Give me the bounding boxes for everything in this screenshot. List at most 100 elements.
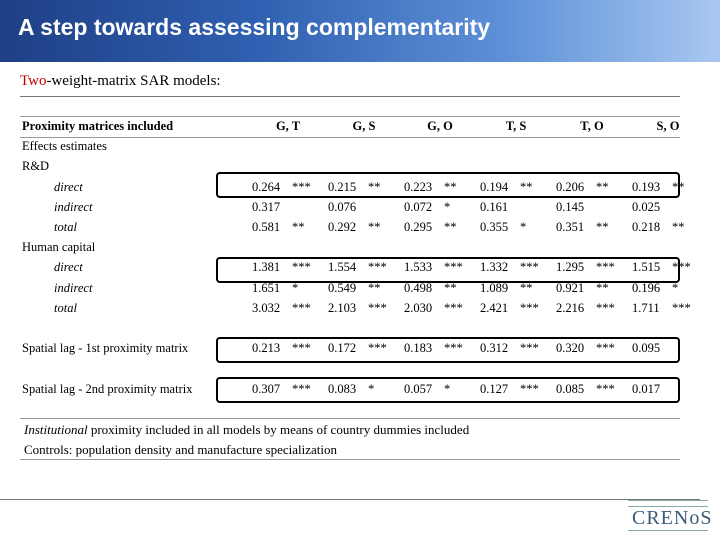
cell-value: 0.320 <box>556 341 585 356</box>
cell-value: 3.032 <box>252 300 281 315</box>
slide-title: A step towards assessing complementarity <box>18 14 491 40</box>
cell-significance: *** <box>596 341 615 356</box>
cell-value: 0.317 <box>252 199 281 214</box>
cell-value: 0.581 <box>252 220 281 235</box>
cell-value: 0.072 <box>404 199 433 214</box>
highlight-box-rd-direct <box>216 172 680 198</box>
cell-significance: ** <box>368 220 381 235</box>
cell-empty <box>368 318 402 338</box>
cell-empty <box>368 237 402 257</box>
cell-value: 0.196 <box>632 280 661 295</box>
cell-empty <box>444 237 478 257</box>
cell-value: 0.127 <box>480 381 509 396</box>
cell-empty <box>672 318 706 338</box>
row-label: indirect <box>54 199 93 214</box>
table-row: Human capital <box>22 237 706 257</box>
cell-significance: *** <box>520 341 539 356</box>
table-bottom-rule <box>20 418 680 419</box>
cell-empty <box>444 318 478 338</box>
cell-empty <box>326 318 368 338</box>
cell-empty <box>554 136 596 156</box>
cell-significance: *** <box>444 300 463 315</box>
cell-significance: *** <box>292 300 311 315</box>
cell-empty <box>672 237 706 257</box>
highlight-box-hc-direct <box>216 257 680 283</box>
cell-empty <box>250 237 292 257</box>
cell-significance: * <box>368 381 375 396</box>
table-row: direct 1.381 *** 1.554 *** 1.533 *** 1.332 *** 1.… <box>22 257 706 277</box>
cell-value: 0.161 <box>480 199 509 214</box>
cell-value: 0.218 <box>632 220 661 235</box>
table-row: Spatial lag - 2nd proximity matrix 0.307 *… <box>22 379 706 399</box>
cell-significance: *** <box>520 300 539 315</box>
cell-value: 2.103 <box>328 300 357 315</box>
cell-value: 0.213 <box>252 341 281 356</box>
cell-empty <box>596 318 630 338</box>
cell-significance: *** <box>292 341 311 356</box>
note-institutional-rest: proximity included in all models by mean… <box>87 422 470 437</box>
cell-value: 0.264 <box>252 179 281 194</box>
header-label: Proximity matrices included <box>22 119 174 133</box>
cell-significance: ** <box>444 220 457 235</box>
cell-value: 0.549 <box>328 280 357 295</box>
cell-value: 0.193 <box>632 179 661 194</box>
highlight-box-spatial-lag-1 <box>216 337 680 363</box>
subtitle-highlight: Two <box>20 73 47 89</box>
cell-empty <box>368 136 402 156</box>
table-row: direct 0.264 *** 0.215 ** 0.223 ** 0.194 ** 0.206… <box>22 177 706 197</box>
cell-empty <box>402 136 444 156</box>
row-label: R&D <box>22 159 50 174</box>
row-label: Spatial lag - 1st proximity matrix <box>22 341 189 356</box>
cell-significance: ** <box>368 280 381 295</box>
row-label: direct <box>54 260 83 275</box>
cell-empty <box>250 318 292 338</box>
row-label: total <box>54 220 77 235</box>
table-row: total 3.032 *** 2.103 *** 2.030 *** 2.421 *** 2.2… <box>22 298 706 318</box>
table-row: indirect 1.651 * 0.549 ** 0.498 ** 1.089 ** 0.921… <box>22 278 706 298</box>
cell-significance: * <box>292 280 299 295</box>
cell-empty <box>402 318 444 338</box>
cell-significance: *** <box>672 260 691 275</box>
cell-value: 0.921 <box>556 280 585 295</box>
cell-significance: ** <box>596 220 609 235</box>
row-label <box>22 358 250 378</box>
cell-significance: * <box>672 280 679 295</box>
column-header: G, T <box>275 119 301 133</box>
column-header: T, S <box>505 119 527 133</box>
cell-value: 0.172 <box>328 341 357 356</box>
cell-value: 1.554 <box>328 260 357 275</box>
highlight-box-spatial-lag-2 <box>216 377 680 403</box>
cell-value: 0.498 <box>404 280 433 295</box>
cell-value: 0.292 <box>328 220 357 235</box>
cell-significance: *** <box>368 300 387 315</box>
cell-value: 1.533 <box>404 260 433 275</box>
cell-significance <box>520 197 554 217</box>
cell-significance: * <box>444 199 451 214</box>
column-header: G, S <box>352 119 376 133</box>
cell-significance: *** <box>292 381 311 396</box>
table-row: R&D <box>22 156 706 176</box>
cell-significance: *** <box>292 179 311 194</box>
cell-significance: *** <box>596 300 615 315</box>
cell-value: 0.025 <box>632 199 661 214</box>
cell-significance: ** <box>292 220 305 235</box>
cell-empty <box>520 237 554 257</box>
column-header: G, O <box>427 119 453 133</box>
cell-empty <box>630 318 672 338</box>
cell-value: 0.355 <box>480 220 509 235</box>
cell-empty <box>520 136 554 156</box>
cell-significance: *** <box>444 341 463 356</box>
cell-empty <box>630 136 672 156</box>
table-row: Effects estimates <box>22 136 706 156</box>
notes-bottom-rule <box>20 459 680 460</box>
cell-value: 0.307 <box>252 381 281 396</box>
row-label: indirect <box>54 280 93 295</box>
cell-value: 0.215 <box>328 179 357 194</box>
cell-significance: ** <box>444 280 457 295</box>
table-header-row: Proximity matrices included G, T G, S G, O T… <box>22 116 706 136</box>
cell-empty <box>444 136 478 156</box>
cell-value: 0.223 <box>404 179 433 194</box>
cell-value: 0.206 <box>556 179 585 194</box>
cell-empty <box>520 318 554 338</box>
cell-significance: ** <box>596 179 609 194</box>
